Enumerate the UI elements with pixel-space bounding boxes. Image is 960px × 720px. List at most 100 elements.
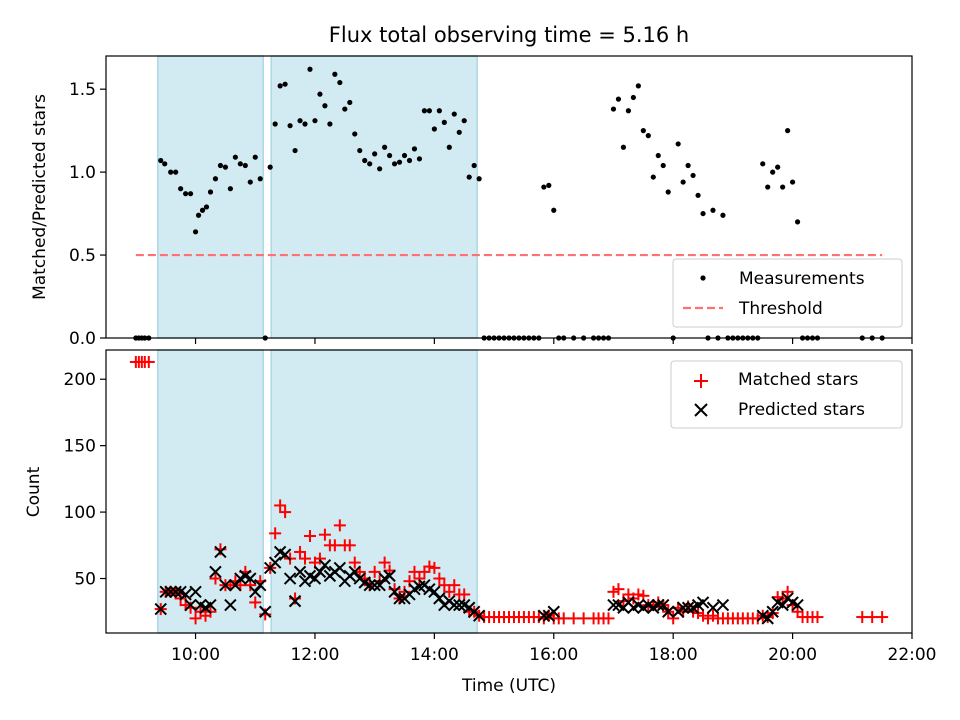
predicted-star-point [607,598,620,612]
x-axis-label: Time (UTC) [461,676,556,696]
predicted-star-point [229,578,242,592]
matched-star-point [398,585,411,598]
measurement-point [332,71,338,77]
top-x-ticks [194,338,913,344]
predicted-star-point [154,602,167,616]
predicted-star-point [169,585,182,599]
shaded-interval-0 [156,55,264,339]
measurement-point [660,162,666,169]
measurement-point [700,210,706,217]
measurement-point [765,184,771,190]
bottom-y-tick-label: 200 [64,370,96,390]
top-y-tick-label: 0.5 [69,246,96,266]
predicted-star-point [268,556,282,569]
measurement-point [242,162,248,169]
measurement-point [272,121,278,127]
bottom-legend-box [670,360,903,429]
measurement-point [382,144,388,150]
x-tick-label: 12:00 [290,645,339,665]
measurement-point [362,157,368,164]
x-tick-label: 22:00 [888,645,937,665]
predicted-star-point [219,578,232,592]
measurement-point [267,164,273,170]
measurement-point [212,176,219,182]
measurement-point [322,103,328,109]
measurement-point [217,162,224,169]
measurement-point [416,156,423,162]
matched-star-point [249,596,262,609]
measurement-point [406,157,413,164]
measurement-point [650,174,656,180]
predicted-star-point [293,565,307,579]
legend-predicted-label: Predicted stars [738,400,865,420]
measurement-point [775,164,781,170]
top-y-tick-label: 1.5 [69,80,96,100]
predicted-star-point [283,572,297,585]
predicted-star-point [662,605,675,618]
matched-star-point [333,519,346,532]
legend-threshold-label: Threshold [738,299,823,319]
measurement-point [625,108,632,114]
measurement-point [287,123,293,129]
matched-star-point [781,585,794,598]
measurement-point [327,121,333,127]
measurement-point [386,152,393,159]
legend-matched-label: Matched stars [738,370,858,390]
x-tick-label: 10:00 [171,645,220,665]
measurement-point [635,83,641,89]
measurement-point [199,207,206,213]
matched-star-point [448,579,461,592]
bottom-y-ticks: 50 100 150 200 [64,370,106,590]
measurement-point [685,162,691,169]
measurement-point [461,118,467,124]
predicted-star-point [652,598,665,612]
predicted-star-point [393,592,406,605]
matched-star-point [348,556,361,569]
matched-star-point [413,572,426,585]
bottom-panel: 50 100 150 200 10:00 12:00 14:00 16:00 18:00 20:… [24,349,937,696]
matched-star-point [612,583,625,596]
measurement-point [710,207,716,213]
measurement-point [451,111,457,117]
predicted-star-point [373,578,386,592]
measurement-point [183,191,189,197]
measurement-point [655,152,661,159]
x-tick-label: 16:00 [529,645,578,665]
predicted-star-point [537,609,551,622]
measurement-point [446,144,452,150]
measurement-point [203,204,210,210]
predicted-star-point [433,592,446,605]
bottom-axes-frame [105,349,913,634]
predicted-star-point [209,565,222,579]
predicted-star-point [259,605,272,618]
measurement-point [227,186,233,192]
matched-star-point [209,572,222,585]
measurement-point [675,141,681,147]
measurement-point [645,133,651,139]
matched-star-point [458,588,471,601]
predicted-star-point [249,585,262,599]
measurement-point [770,169,776,175]
measurement-point [615,96,622,102]
measurement-point [780,184,786,190]
measurement-point [456,129,462,135]
top-y-ticks: 0.0 0.5 1.0 1.5 [69,80,106,349]
measurement-point [257,176,263,182]
measurement-point [391,161,398,167]
top-legend-box [672,258,903,328]
measurement-point [441,119,447,125]
measurement-point [195,212,202,218]
matched-star-point [876,611,889,624]
matched-star-point [343,539,356,552]
measurement-point [466,174,472,180]
measurement-point [789,179,796,185]
top-axes-frame [105,55,913,339]
predicted-star-point [766,605,779,618]
predicted-star-point [313,565,327,579]
predicted-star-point [472,609,486,622]
predicted-star-point [254,578,267,592]
matched-star-point [279,506,292,519]
measurement-point [307,66,313,72]
legend-matched-marker [694,374,708,388]
top-shaded-regions [156,55,478,339]
